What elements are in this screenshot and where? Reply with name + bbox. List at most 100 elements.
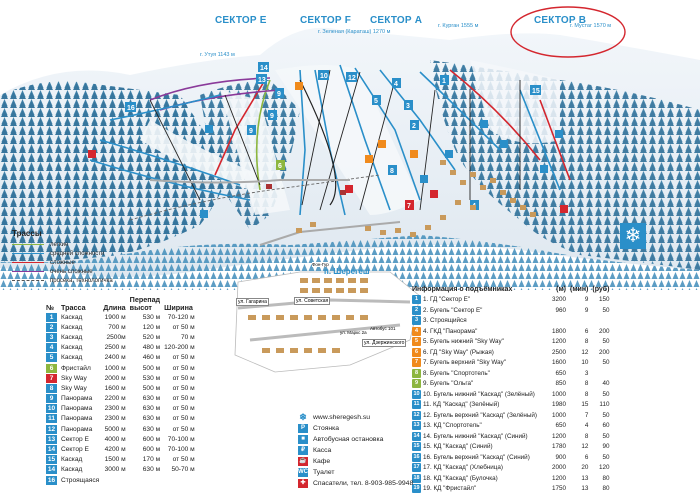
table-row: 10 10. Бугель нижний "Каскад" (Зелёный) 10…	[410, 389, 611, 400]
info-item: ₽ Касса	[298, 445, 413, 456]
svg-text:4: 4	[394, 81, 398, 88]
trail-name: Каскад	[61, 323, 83, 331]
legend-title: Трассы	[12, 229, 42, 238]
table-row: 5 Каскад 2400 м 460 м от 50 м	[44, 353, 197, 363]
lift-meters: 650	[555, 422, 567, 430]
lift-price: 40	[602, 380, 610, 388]
trail-length: 4200 м	[104, 446, 126, 454]
trail-number: 8	[44, 383, 59, 393]
info-icon: ■	[298, 435, 308, 444]
lift-name: 10 10. Бугель нижний "Каскад" (Зелёный)	[412, 389, 535, 399]
lift-icon: 3	[412, 316, 421, 326]
lift-name: 19 19. КД "Фристайл"	[412, 484, 477, 494]
table-row: 18 18. КД "Каскад" (Булочка) 1200 13 80	[410, 473, 611, 484]
website-link[interactable]: www.sheregesh.su	[313, 414, 371, 421]
trail-drop: 530 м	[142, 313, 161, 321]
table-row: 2 Каскад 700 м 120 м от 50 м	[44, 322, 197, 332]
lift-price: 50	[602, 359, 610, 367]
trail-drop	[128, 475, 162, 485]
svg-text:12: 12	[348, 75, 356, 82]
lift-price: 200	[598, 348, 610, 356]
info-icon: WC	[298, 468, 308, 477]
svg-text:3: 3	[406, 103, 410, 110]
trail-width: от 50 м	[172, 384, 195, 392]
lift-price: 200	[598, 327, 610, 335]
col-minutes: (мин)	[570, 285, 589, 293]
svg-text:10: 10	[320, 73, 328, 80]
trail-width	[162, 475, 197, 485]
table-row: 16 16. Бугель верхний "Каскад" (Синий) 900…	[410, 452, 611, 463]
trail-name: Панорама	[61, 415, 93, 423]
table-row: 8 8. Бугель "Спортотель" 650 3	[410, 368, 611, 379]
trail-drop: 520 м	[142, 333, 161, 341]
table-row: 13 Сектор Е 4000 м 600 м 70-100 м	[44, 434, 197, 444]
snowflake-icon: ❄	[299, 412, 307, 422]
lift-price: 50	[602, 338, 610, 346]
lift-icon: 5	[412, 337, 421, 347]
town-label: п. Шерегеш	[324, 267, 370, 276]
lift-icon: 14	[412, 431, 421, 441]
lift-meters: 1200	[552, 474, 567, 482]
trail-length: 2500м	[106, 333, 126, 341]
legend-very-hard-swatch	[12, 270, 44, 273]
trail-drop: 630 м	[142, 415, 161, 423]
trail-drop: 630 м	[142, 405, 161, 413]
trail-name: Сектор Е	[61, 435, 89, 443]
lift-minutes: 20	[581, 464, 589, 472]
slope-snow-3	[140, 120, 260, 190]
peak-zelenaya: г. Зеленая (Караташ) 1270 м	[318, 29, 391, 35]
info-item: WC Туалет	[298, 467, 413, 478]
trail-drop: 120 м	[142, 323, 161, 331]
table-row: 14 14. Бугель нижний "Каскад" (Синий) 1200…	[410, 431, 611, 442]
trail-length: 700 м	[108, 323, 126, 331]
table-row: 10 Панорама 2300 м 630 м от 50 м	[44, 404, 197, 414]
info-icon: ₽	[298, 446, 308, 455]
col-width: Ширина	[164, 303, 193, 312]
lift-price: 110	[599, 401, 610, 409]
lift-name: 14 14. Бугель нижний "Каскад" (Синий)	[412, 431, 528, 441]
lift-minutes: 6	[584, 327, 589, 335]
table-row: 9 9. Бугель "Ольга" 850 8 40	[410, 379, 611, 390]
trail-drop: 480 м	[142, 344, 161, 352]
trail-length: 1000 м	[104, 364, 126, 372]
table-row: 16 Строящаяся	[44, 475, 197, 485]
info-icon: ✚	[298, 479, 308, 488]
trail-length: 2400 м	[104, 354, 126, 362]
trails-lines	[89, 64, 571, 216]
trail-length	[101, 475, 127, 485]
slope-snow-4	[470, 60, 560, 144]
lift-minutes: 13	[581, 485, 589, 493]
table-row: 15 15. КД "Каскад" (Синий) 1780 12 90	[410, 442, 611, 453]
table-row: 19 19. КД "Фристайл" 1750 13 80	[410, 484, 611, 495]
lift-meters: 1750	[552, 485, 567, 493]
peak-mustag: г. Мустаг 1570 м	[570, 23, 612, 29]
trail-length: 1500 м	[104, 456, 126, 464]
trail-width: от 50 м	[172, 323, 195, 331]
table-row: 3 3. Строящийся	[410, 316, 611, 327]
trail-length: 2500 м	[104, 344, 126, 352]
lift-price: 80	[602, 485, 610, 493]
trail-name: Каскад	[61, 313, 83, 321]
lift-minutes: 8	[584, 432, 589, 440]
table-row: 3 Каскад 2500м 520 м 70 м	[44, 332, 197, 342]
legend-easy-swatch	[12, 243, 44, 246]
lift-price: 50	[602, 453, 610, 461]
info-block: ❄ www.sheregesh.su P Стоянка ■ Автобусная о…	[298, 412, 413, 489]
svg-text:9: 9	[249, 128, 253, 135]
legend-track-swatch	[12, 280, 44, 281]
trail-number: 12	[46, 424, 57, 434]
table-row: 17 17. КД "Каскад" (Хлебница) 2000 20 120	[410, 463, 611, 474]
village-buildings	[266, 160, 536, 237]
lift-minutes: 4	[584, 422, 589, 430]
forest-lower	[0, 235, 700, 290]
street-dzerzhinskogo: ул. Дзержинского	[362, 339, 407, 347]
trail-width: от 50 м	[172, 425, 195, 433]
info-icon: ☕	[298, 457, 308, 466]
street-sovetskaya: ул. Советская	[294, 297, 331, 305]
table-row: 13 13. КД "Спортотель" 650 4 60	[410, 421, 611, 432]
svg-text:7: 7	[407, 203, 411, 210]
trail-drop: 460 м	[142, 354, 161, 362]
trail-number: 9	[44, 394, 59, 404]
lift-name: 17 17. КД "Каскад" (Хлебница)	[412, 463, 504, 473]
